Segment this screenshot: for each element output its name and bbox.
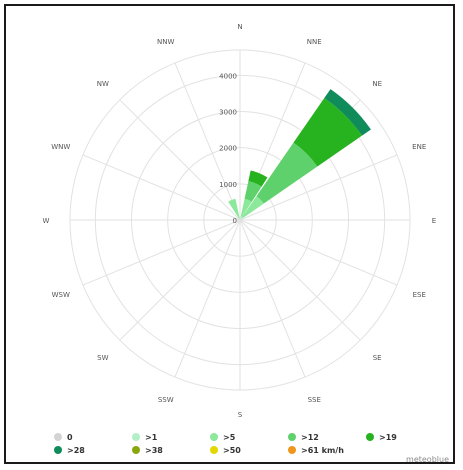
grid-spoke	[82, 219, 241, 286]
radial-tick-label: 0	[233, 217, 237, 225]
legend-swatch	[288, 433, 296, 441]
grid-spoke	[174, 219, 241, 378]
legend-swatch	[210, 446, 218, 454]
sector-ne-bin-2	[242, 196, 264, 218]
legend-label: >19	[379, 433, 397, 442]
direction-label-ese: ESE	[413, 291, 426, 299]
sector-nne-bin-2	[240, 198, 252, 217]
legend-label: 0	[67, 433, 73, 442]
grid-spoke	[82, 154, 241, 221]
grid-spoke	[174, 62, 241, 221]
radial-tick-label: 2000	[219, 145, 237, 153]
direction-label-ssw: SSW	[158, 396, 174, 404]
legend-swatch	[366, 433, 374, 441]
sector-ne-bin-3	[256, 142, 318, 204]
sector-ne-bin-1	[240, 217, 243, 220]
legend-label: >38	[145, 446, 163, 455]
direction-labels: N NNE NE ENE E ESE SE SSE S SSW SW WSW W WNW NW NNW	[43, 23, 437, 419]
sector-nnw-bin-2	[228, 198, 240, 219]
sector-nnw-bin-1	[239, 218, 240, 220]
legend-label: >5	[223, 433, 236, 442]
sector-nne-bin-1	[240, 216, 242, 220]
sector-ne-bin-5	[324, 89, 371, 136]
radial-tick-label: 1000	[219, 181, 237, 189]
direction-label-sw: SW	[97, 354, 108, 362]
legend: 0 >1 >5 >12 >19 >28 >38 >50 >61 km/h	[54, 433, 397, 455]
grid-spoke	[239, 154, 398, 221]
grid-spoke	[119, 219, 241, 341]
sector-nne-bin-3	[244, 181, 262, 202]
sector-ne-bin-4	[293, 98, 362, 167]
brand-label: meteoblue	[406, 455, 449, 464]
direction-label-w: W	[43, 217, 50, 225]
legend-label: >50	[223, 446, 241, 455]
direction-label-n: N	[237, 23, 242, 31]
radial-tick-labels: 0 1000 2000 3000 4000	[219, 72, 237, 225]
direction-label-sse: SSE	[308, 396, 321, 404]
direction-label-wsw: WSW	[52, 291, 70, 299]
radial-tick-label: 3000	[219, 108, 237, 116]
direction-label-nnw: NNW	[157, 38, 174, 46]
direction-label-ene: ENE	[412, 143, 426, 151]
legend-swatch	[288, 446, 296, 454]
legend-label: >61 km/h	[301, 446, 344, 455]
legend-swatch	[54, 433, 62, 441]
direction-label-ne: NE	[372, 80, 382, 88]
legend-label: >12	[301, 433, 319, 442]
legend-label: >1	[145, 433, 158, 442]
grid-spoke	[239, 219, 361, 341]
direction-label-s: S	[238, 411, 243, 419]
sector-nne-bin-4	[248, 170, 268, 187]
grid-spoke	[119, 99, 241, 221]
direction-label-nw: NW	[97, 80, 109, 88]
direction-label-se: SE	[373, 354, 382, 362]
legend-swatch	[210, 433, 218, 441]
direction-label-nne: NNE	[307, 38, 322, 46]
legend-label: >28	[67, 446, 85, 455]
legend-swatch	[132, 433, 140, 441]
direction-label-e: E	[432, 217, 436, 225]
direction-label-wnw: WNW	[51, 143, 70, 151]
radial-tick-label: 4000	[219, 72, 237, 80]
wind-sectors	[228, 89, 371, 220]
legend-swatch	[54, 446, 62, 454]
grid-spoke	[239, 219, 398, 286]
chart-frame	[4, 4, 455, 464]
grid-spoke	[239, 219, 306, 378]
legend-swatch	[132, 446, 140, 454]
